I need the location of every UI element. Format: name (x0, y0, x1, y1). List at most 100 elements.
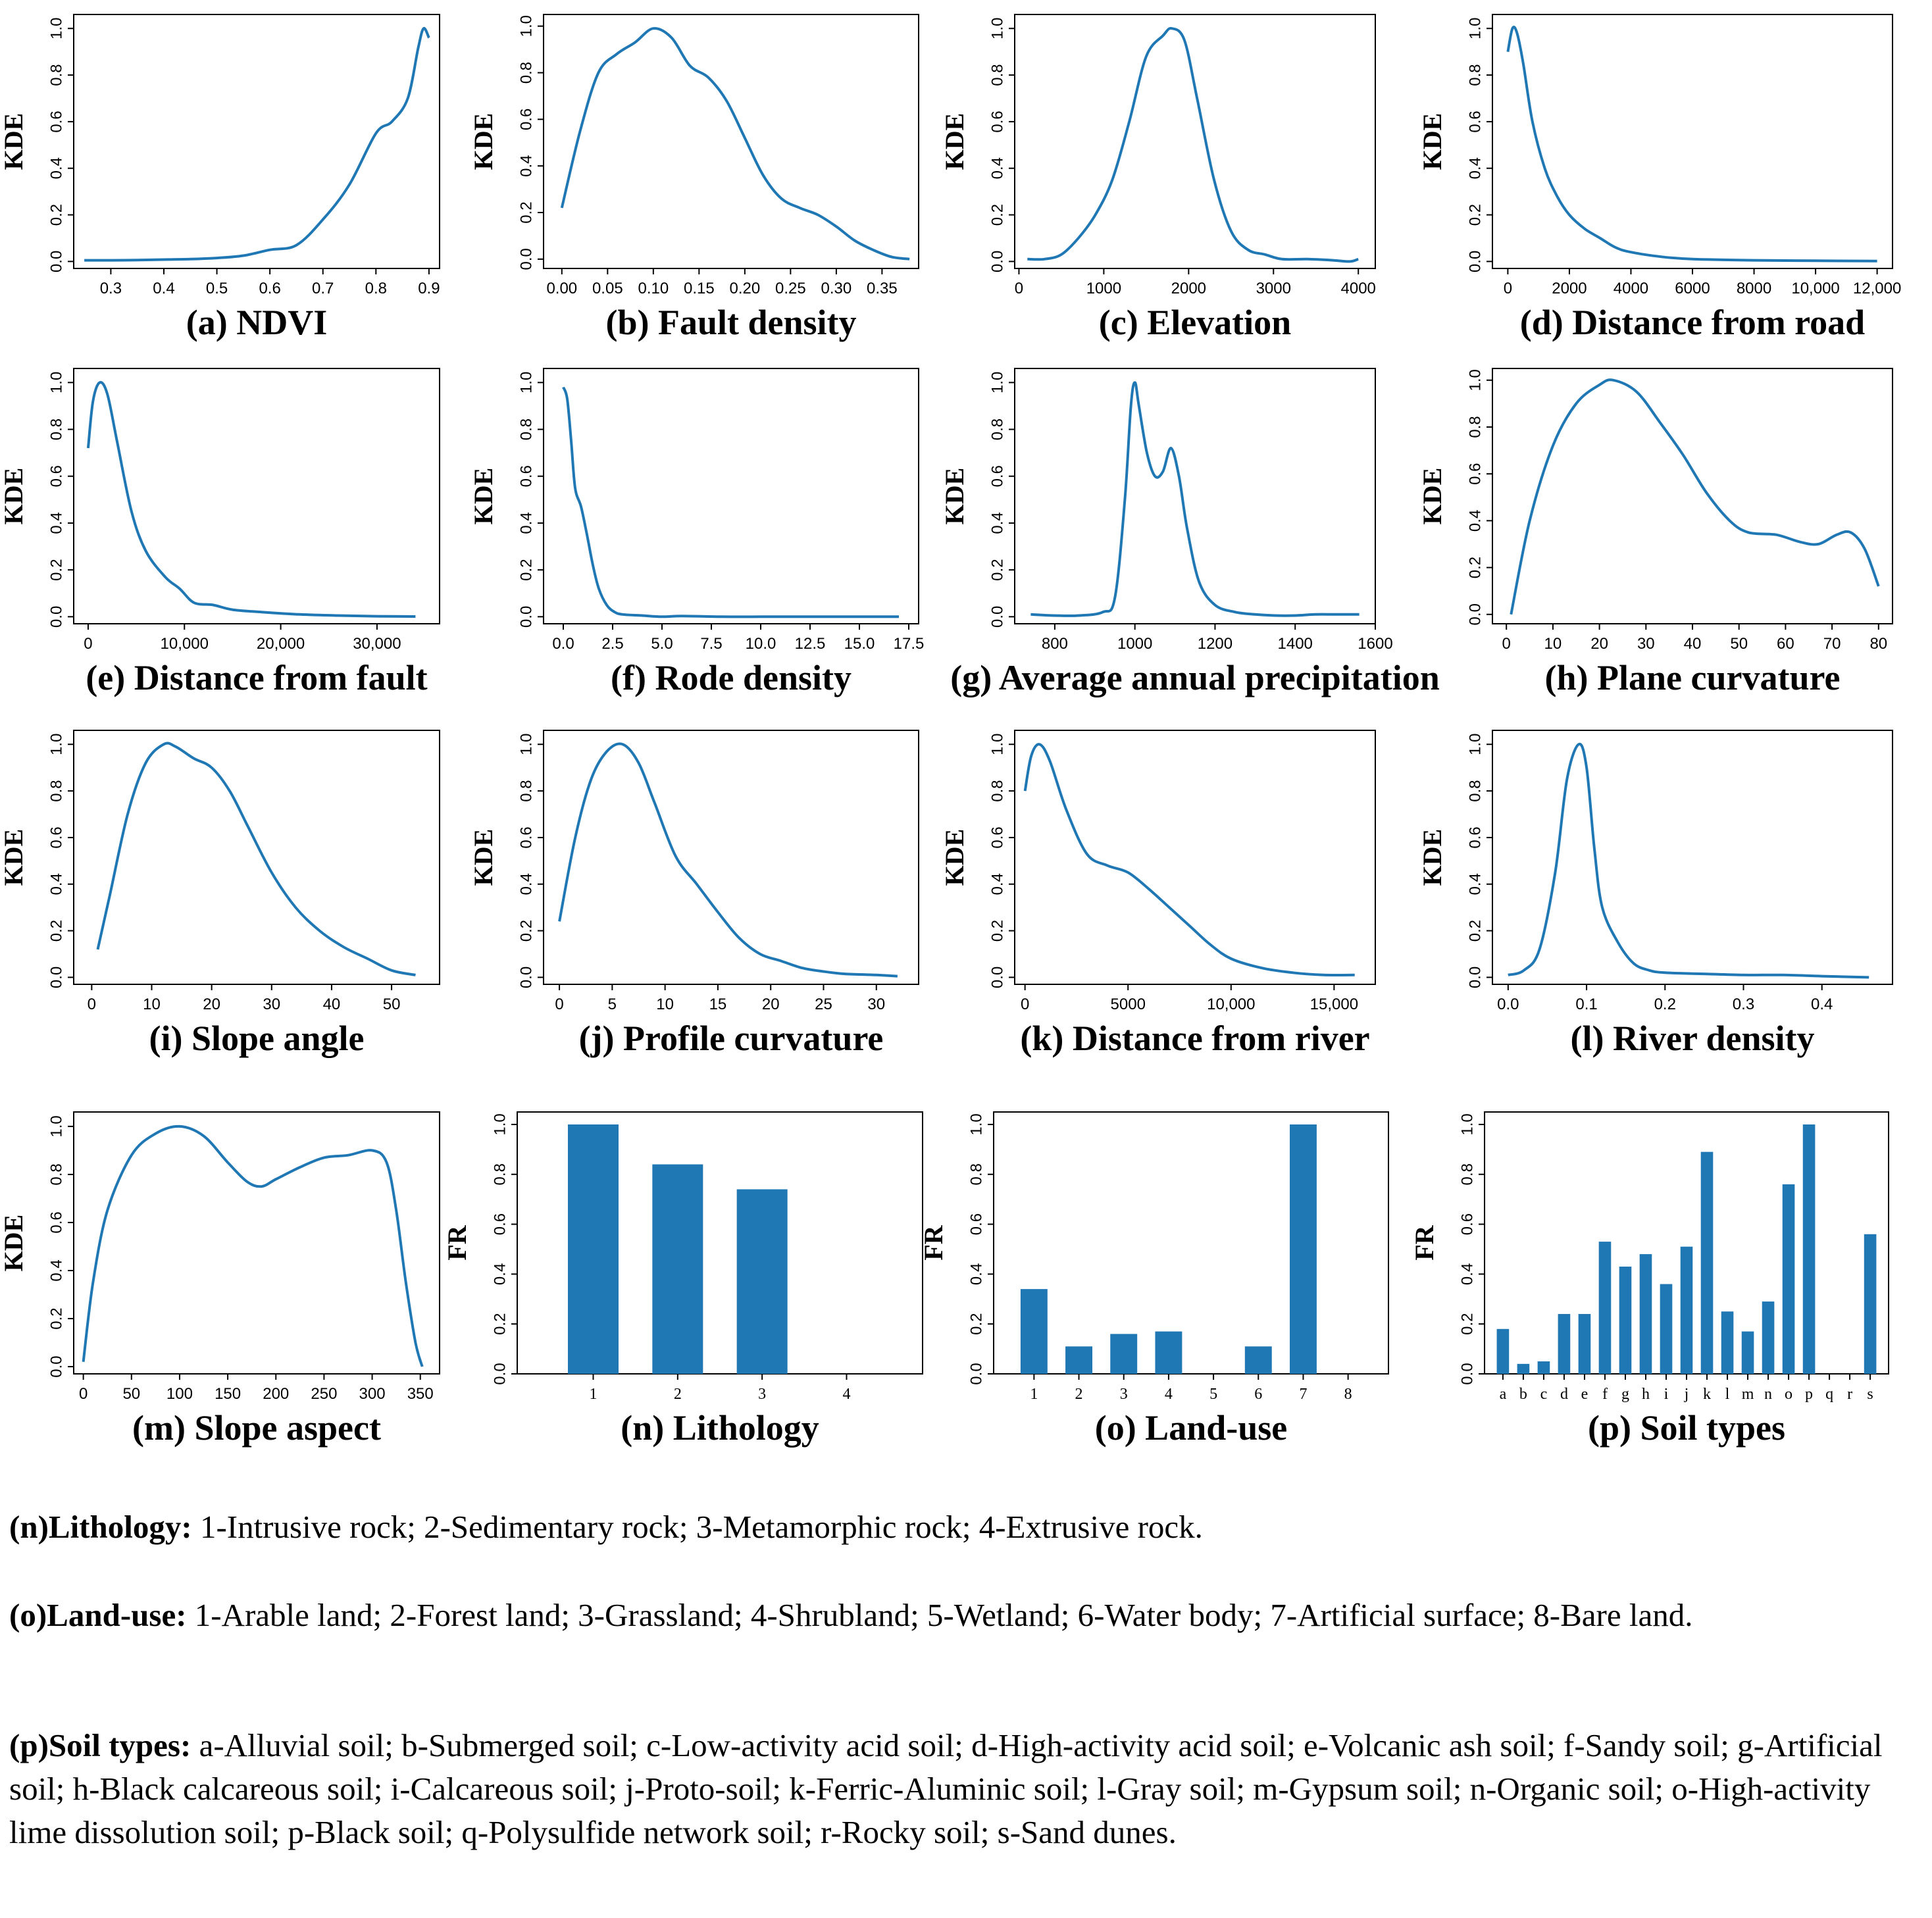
panel-title-m: (m) Slope aspect (132, 1408, 381, 1448)
legend-lithology-head: (n)Lithology: (9, 1509, 192, 1545)
x-tick-label-l-2: 0.2 (1654, 996, 1676, 1013)
x-tick-label-g-0: 800 (1042, 635, 1068, 653)
y-axis-label-c: KDE (940, 113, 969, 170)
bar-p-s (1864, 1234, 1877, 1374)
y-tick-label-g-3: 0.6 (989, 465, 1007, 487)
plot-frame-d (1492, 14, 1893, 269)
bar-p-f (1598, 1242, 1612, 1374)
x-tick-label-o-7: 8 (1344, 1386, 1352, 1403)
y-tick-label-f-3: 0.6 (518, 465, 536, 487)
y-tick-label-l-1: 0.2 (1467, 920, 1485, 942)
x-tick-label-p-3: d (1560, 1386, 1568, 1403)
y-tick-label-o-5: 1.0 (968, 1113, 986, 1135)
y-tick-label-n-3: 0.6 (492, 1213, 509, 1235)
y-axis-label-b: KDE (469, 113, 498, 170)
y-tick-label-l-5: 1.0 (1467, 734, 1485, 755)
x-tick-label-h-0: 0 (1502, 635, 1511, 653)
panel-d: 0.0 0.2 0.4 0.6 0.8 1.0 KDE 0 2000 4000 6000 8000 10… (1417, 14, 1901, 342)
plot-frame-i (73, 730, 440, 985)
y-tick-label-n-0: 0.0 (492, 1363, 509, 1384)
panel-title-p: (p) Soil types (1588, 1408, 1785, 1448)
bar-p-b (1517, 1363, 1530, 1374)
legend-soil-types-text: a-Alluvial soil; b-Submerged soil; c-Low… (9, 1727, 1883, 1850)
x-tick-label-j-2: 10 (656, 996, 674, 1013)
x-tick-label-b-6: 0.30 (821, 280, 852, 297)
panel-e: 0.0 0.2 0.4 0.6 0.8 1.0 KDE 0 10,000 20,000 30,000… (0, 368, 440, 697)
y-tick-label-n-1: 0.2 (492, 1313, 509, 1335)
x-tick-label-h-6: 60 (1777, 635, 1794, 653)
y-tick-label-o-2: 0.4 (968, 1263, 986, 1285)
x-tick-label-d-0: 0 (1504, 280, 1512, 297)
x-tick-label-o-3: 4 (1165, 1386, 1173, 1403)
panel-a: 0.0 0.2 0.4 0.6 0.8 1.0 KDE 0.3 0.4 0.5 0.6 0.7 0.8 0… (0, 14, 440, 342)
x-tick-label-i-2: 20 (203, 996, 220, 1013)
y-tick-label-e-1: 0.2 (48, 559, 66, 580)
panel-title-c: (c) Elevation (1099, 303, 1291, 342)
x-tick-label-p-15: p (1805, 1386, 1813, 1403)
panel-title-j: (j) Profile curvature (579, 1019, 884, 1058)
y-tick-label-a-5: 1.0 (48, 18, 66, 39)
y-tick-label-j-3: 0.6 (518, 826, 536, 848)
x-tick-label-d-6: 12,000 (1853, 280, 1901, 297)
kde-line-m (82, 1124, 424, 1367)
x-tick-label-f-3: 7.5 (700, 635, 722, 653)
plot-frame-f (543, 368, 919, 624)
y-tick-label-o-4: 0.8 (968, 1163, 986, 1185)
y-tick-label-m-3: 0.6 (48, 1211, 66, 1233)
panel-p: 0.0 0.2 0.4 0.6 0.8 1.0 FR a b c d e f g h i j k l m n o p q r s (… (1410, 1111, 1889, 1448)
x-tick-label-o-5: 6 (1254, 1386, 1262, 1403)
x-tick-label-m-0: 0 (79, 1385, 88, 1403)
y-axis-label-a: KDE (0, 113, 28, 170)
y-tick-label-i-4: 0.8 (48, 780, 66, 801)
y-tick-label-f-5: 1.0 (518, 372, 536, 393)
y-tick-label-f-2: 0.4 (518, 512, 536, 534)
y-tick-label-m-0: 0.0 (48, 1355, 66, 1377)
x-tick-label-i-0: 0 (88, 996, 96, 1013)
panel-n: 0.0 0.2 0.4 0.6 0.8 1.0 FR 1 2 3 4 (n) Lithology (442, 1111, 923, 1448)
panel-c: 0.0 0.2 0.4 0.6 0.8 1.0 KDE 0 1000 2000 3000 4000 (c… (940, 14, 1376, 342)
panel-j: 0.0 0.2 0.4 0.6 0.8 1.0 KDE 0 5 10 15 20 25 30 (j) Pro… (469, 730, 919, 1058)
y-tick-label-i-2: 0.4 (48, 873, 66, 895)
y-axis-label-i: KDE (0, 829, 28, 886)
x-tick-label-e-1: 10,000 (161, 635, 209, 653)
y-tick-label-j-5: 1.0 (518, 734, 536, 755)
x-tick-label-k-2: 10,000 (1207, 996, 1255, 1013)
y-tick-label-b-0: 0.0 (518, 248, 536, 270)
y-tick-label-d-2: 0.4 (1467, 157, 1485, 179)
x-tick-label-j-0: 0 (555, 996, 563, 1013)
y-tick-label-e-4: 0.8 (48, 418, 66, 440)
x-tick-label-l-3: 0.3 (1733, 996, 1754, 1013)
x-tick-label-j-5: 25 (815, 996, 832, 1013)
legend-soil-types-head: (p)Soil types: (9, 1727, 191, 1763)
y-tick-label-k-0: 0.0 (989, 967, 1007, 988)
y-tick-label-b-3: 0.6 (518, 109, 536, 130)
y-tick-label-g-5: 1.0 (989, 372, 1007, 393)
x-tick-label-f-7: 17.5 (894, 635, 925, 653)
panel-b: 0.0 0.2 0.4 0.6 0.8 1.0 KDE 0.00 0.05 0.10 0.15 0.2… (469, 14, 919, 342)
y-tick-label-n-2: 0.4 (492, 1263, 509, 1285)
x-tick-label-e-2: 20,000 (257, 635, 305, 653)
x-tick-label-d-5: 10,000 (1791, 280, 1839, 297)
bar-n-3 (736, 1189, 788, 1374)
panel-title-h: (h) Plane curvature (1545, 658, 1841, 697)
panel-title-e: (e) Distance from fault (86, 658, 427, 697)
kde-line-c (1027, 27, 1359, 263)
x-tick-label-a-1: 0.4 (153, 280, 174, 297)
y-tick-label-c-1: 0.2 (989, 204, 1007, 226)
y-tick-label-k-5: 1.0 (989, 734, 1007, 755)
y-tick-label-f-1: 0.2 (518, 559, 536, 580)
y-tick-label-a-4: 0.8 (48, 64, 66, 86)
x-tick-label-e-0: 0 (84, 635, 92, 653)
y-tick-label-m-2: 0.4 (48, 1259, 66, 1281)
kde-line-d (1506, 26, 1877, 263)
x-tick-label-a-4: 0.7 (312, 280, 334, 297)
x-tick-label-b-1: 0.05 (592, 280, 623, 297)
x-tick-label-h-4: 40 (1684, 635, 1702, 653)
x-tick-label-a-2: 0.5 (206, 280, 228, 297)
x-tick-label-f-0: 0.0 (552, 635, 574, 653)
x-tick-label-b-2: 0.10 (638, 280, 669, 297)
y-tick-label-g-0: 0.0 (989, 606, 1007, 628)
bar-p-m (1741, 1331, 1754, 1374)
plot-frame-j (543, 730, 919, 985)
x-tick-label-f-6: 15.0 (844, 635, 875, 653)
